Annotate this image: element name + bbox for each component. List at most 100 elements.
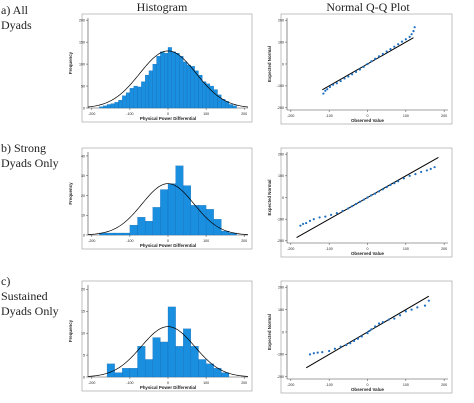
x-axis-label: Physical Power Differential [140, 243, 196, 248]
y-tick-label: 200 [278, 286, 284, 290]
histogram-bar [99, 106, 104, 109]
qq-point [374, 192, 377, 195]
x-tick-label: -200 [88, 381, 95, 385]
qq-point [377, 322, 381, 325]
qq-point [326, 88, 329, 91]
histogram-bar [110, 103, 115, 109]
y-tick-label: 15 [81, 310, 85, 314]
x-tick-label: -200 [88, 112, 95, 116]
qq-point [410, 33, 413, 36]
qq-plot-c: -200 -100 0 100 200 -200 -100 0 100 200 Observed V… [267, 280, 453, 394]
y-tick-label: 40 [81, 154, 85, 158]
qq-point [328, 349, 331, 353]
histogram-bar [167, 47, 172, 109]
qq-point [416, 306, 419, 309]
qq-plot-b: -200 -100 0 100 200 -200 -100 0 100 200 Observed V… [267, 147, 453, 258]
histogram-bar [129, 88, 134, 109]
row-label-a-line-1: a) All [1, 3, 29, 17]
qq-point [397, 43, 400, 46]
qq-point [335, 82, 338, 85]
histogram-bar [152, 63, 157, 109]
qq-point [312, 352, 315, 355]
qq-point [370, 328, 373, 331]
y-axis-label: Expected Normal [267, 314, 272, 350]
qq-point [341, 209, 344, 213]
qq-point [393, 45, 396, 48]
qq-point [374, 325, 377, 328]
x-tick-label: 100 [403, 247, 409, 251]
qq-point [400, 40, 404, 43]
histogram-bar [205, 363, 214, 378]
x-tick-label: 0 [367, 247, 369, 251]
histogram-a: -200 -100 0 100 200 0 50 100 150 200 Physical Powe… [68, 13, 253, 123]
x-tick-label: 0 [367, 383, 369, 387]
y-tick-label: 0 [282, 330, 284, 334]
qq-point [374, 57, 377, 60]
qq-point [385, 50, 388, 53]
histogram-bar [221, 372, 230, 378]
qq-point [366, 332, 369, 335]
histogram-bar [145, 359, 153, 378]
x-tick-label: 200 [241, 381, 247, 385]
y-tick-label: 200 [278, 152, 284, 156]
y-tick-label: 10 [81, 331, 85, 335]
histogram-bar [171, 51, 176, 109]
qq-point [339, 345, 342, 348]
y-tick-label: 30 [81, 174, 85, 178]
normal-curve [87, 326, 249, 377]
y-axis-label: Expected Normal [267, 46, 272, 82]
qq-point [366, 62, 369, 66]
x-axis-label: Physical Power Differential [140, 116, 196, 121]
histogram-bar [114, 102, 119, 109]
x-axis-label: Observed Value [351, 118, 385, 123]
histogram-bar [145, 74, 150, 109]
qq-point [328, 85, 332, 89]
qq-point [308, 219, 312, 222]
y-axis-label: Expected Normal [267, 180, 272, 216]
histogram-bar [205, 209, 214, 236]
histogram-bar [213, 89, 218, 109]
histogram-bar [137, 346, 146, 378]
histogram-bar [190, 66, 195, 109]
y-tick-label: 20 [81, 194, 85, 198]
qq-point [368, 329, 371, 332]
histogram-bar [186, 64, 191, 109]
row-label-c: c) Sustained Dyads Only [1, 274, 59, 318]
y-tick-label: 0 [282, 62, 284, 66]
histogram-bar [183, 328, 191, 378]
histogram-bar [175, 52, 180, 109]
qq-point [322, 92, 325, 95]
reference-line [305, 295, 430, 369]
y-tick-label: 0 [282, 196, 284, 200]
qq-point [351, 73, 354, 76]
qq-point [354, 202, 358, 206]
y-axis-label: Frequency [68, 319, 73, 342]
x-tick-label: 100 [203, 381, 209, 385]
histogram-bar [129, 224, 138, 236]
histogram-bar [190, 205, 199, 236]
qq-point [402, 177, 406, 180]
qq-point [414, 173, 417, 176]
row-label-c-line-3: Dyads Only [1, 304, 59, 318]
y-tick-label: 200 [79, 18, 85, 22]
histogram-bar [137, 217, 146, 236]
qq-point [299, 224, 302, 227]
qq-point [347, 207, 350, 210]
histogram-bar [137, 86, 142, 109]
qq-point [343, 77, 346, 80]
qq-point [377, 190, 381, 193]
qq-point [433, 166, 436, 169]
histogram-bar [152, 337, 161, 378]
y-tick-label: 10 [81, 214, 85, 218]
qq-point [420, 170, 423, 174]
qq-point [410, 308, 413, 311]
qq-point [331, 83, 335, 86]
qq-point [397, 180, 400, 183]
qq-point [387, 318, 390, 321]
x-tick-label: 200 [441, 383, 447, 387]
histogram-bar [129, 368, 138, 378]
qq-point [370, 60, 373, 63]
x-tick-label: -200 [88, 239, 95, 243]
qq-point [321, 351, 324, 354]
histogram-bar [145, 221, 153, 236]
